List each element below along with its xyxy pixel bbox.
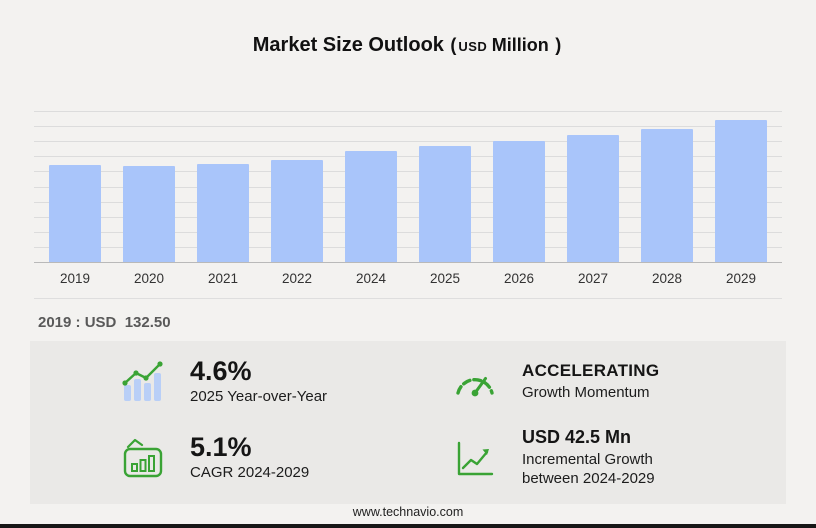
- base-year-value: 2019 : USD 132.50: [38, 314, 171, 331]
- yoy-value: 4.6%: [190, 356, 252, 386]
- stats-panel: 4.6% 2025 Year-over-Year ACCELERATING Gr…: [30, 341, 786, 505]
- gridline: [34, 141, 782, 143]
- bar-2019: [49, 165, 101, 262]
- bar-2022: [271, 160, 323, 262]
- bar-2021: [197, 164, 249, 262]
- title-paren-close: ): [555, 35, 562, 55]
- gridline: [34, 246, 782, 248]
- bar-slot-2027: [556, 135, 630, 262]
- gridline: [34, 231, 782, 233]
- stat-yoy: 4.6% 2025 Year-over-Year: [30, 357, 408, 407]
- stat-cagr: 5.1% CAGR 2024-2029: [30, 427, 408, 488]
- bar-2029: [715, 120, 767, 262]
- x-axis-label-2020: 2020: [133, 271, 165, 286]
- bar-slot-2019: [38, 165, 112, 262]
- bar-2020: [123, 166, 175, 262]
- bar-2028: [641, 129, 693, 262]
- bar-slot-2022: [260, 160, 334, 262]
- momentum-label: Growth Momentum: [522, 383, 650, 401]
- bar-2026: [493, 141, 545, 262]
- gridline: [34, 156, 782, 158]
- cagr-label: CAGR 2024-2029: [190, 463, 310, 481]
- gridline: [34, 216, 782, 218]
- bar-2025: [419, 146, 471, 262]
- bar-slot-2025: [408, 146, 482, 262]
- bar-slot-2021: [186, 164, 260, 262]
- gridline: [34, 171, 782, 173]
- x-axis-label-2022: 2022: [281, 271, 313, 286]
- x-axis-label-2028: 2028: [651, 271, 683, 286]
- momentum-value: ACCELERATING: [522, 361, 660, 381]
- bar-trend-icon: [116, 359, 170, 405]
- stat-incremental: USD 42.5 Mn Incremental Growth between 2…: [408, 427, 786, 488]
- bar-slot-2020: [112, 166, 186, 262]
- incremental-label-line2: between 2024-2029: [522, 469, 655, 487]
- bar-2024: [345, 151, 397, 262]
- chart-bars: [34, 111, 782, 262]
- cagr-value: 5.1%: [190, 431, 252, 462]
- incremental-value: USD 42.5 Mn: [522, 427, 632, 448]
- title-currency: USD: [458, 39, 488, 54]
- bar-2027: [567, 135, 619, 262]
- growth-chart-icon: [448, 437, 502, 479]
- chart-gridlines: [34, 111, 782, 262]
- title-paren-open: (: [450, 35, 457, 55]
- bar-chart-icon: [116, 437, 170, 479]
- x-axis-label-2026: 2026: [503, 271, 535, 286]
- title-main: Market Size Outlook: [252, 34, 444, 56]
- x-axis-label-2019: 2019: [59, 271, 91, 286]
- title-unit: Million: [491, 35, 549, 55]
- gridline: [34, 126, 782, 128]
- x-axis-label-2025: 2025: [429, 271, 461, 286]
- x-axis-label-2021: 2021: [207, 271, 239, 286]
- x-axis-label-2027: 2027: [577, 271, 609, 286]
- x-axis-labels: 2019 2020 2021 2022 2024 2025 2026 2027 2028 2029: [34, 263, 782, 299]
- gridline: [34, 201, 782, 203]
- bar-slot-2024: [334, 151, 408, 262]
- bar-slot-2029: [704, 120, 778, 262]
- x-axis-label-2024: 2024: [355, 271, 387, 286]
- page-title: Market Size Outlook (USD Million ): [0, 34, 816, 57]
- gridline: [34, 186, 782, 188]
- speedometer-icon: [448, 365, 502, 399]
- x-axis-label-2029: 2029: [725, 271, 757, 286]
- gridline: [34, 111, 782, 112]
- footer-url[interactable]: www.technavio.com: [352, 505, 464, 519]
- stat-momentum: ACCELERATING Growth Momentum: [408, 357, 786, 407]
- bar-slot-2026: [482, 141, 556, 262]
- bar-slot-2028: [630, 129, 704, 262]
- bottom-bar: [0, 524, 816, 528]
- incremental-label-line1: Incremental Growth: [522, 450, 653, 468]
- market-size-bar-chart: 2019 2020 2021 2022 2024 2025 2026 2027 2028 2029: [34, 111, 782, 299]
- yoy-label: 2025 Year-over-Year: [190, 388, 328, 406]
- chart-plot-area: [34, 111, 782, 263]
